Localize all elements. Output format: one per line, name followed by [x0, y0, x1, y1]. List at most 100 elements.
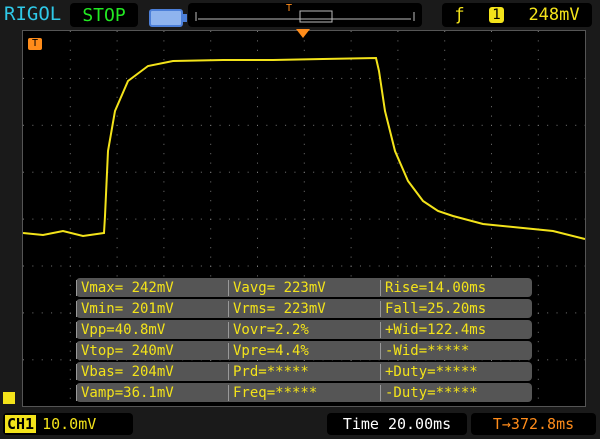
grid-dot	[285, 171, 287, 173]
grid-dot	[350, 209, 352, 211]
grid-dot	[210, 256, 212, 258]
grid-dot	[406, 171, 408, 173]
grid-dot	[200, 124, 202, 126]
grid-dot	[444, 59, 446, 61]
grid-dot	[154, 124, 156, 126]
measurement-table: Vmax= 242mV Vavg= 223mV Rise=14.00ms Vmin= …	[76, 278, 532, 404]
grid-dot	[444, 78, 446, 79]
grid-dot	[556, 124, 558, 126]
grid-dot	[210, 275, 212, 277]
grid-dot	[388, 171, 390, 173]
grid-dot	[313, 77, 315, 79]
grid-dot	[238, 77, 240, 79]
grid-dot	[491, 78, 492, 79]
grid-dot	[210, 237, 212, 239]
trigger-position-marker[interactable]	[296, 29, 310, 38]
grid-dot	[509, 171, 511, 173]
grid-dot	[556, 312, 558, 314]
grid-dot	[125, 218, 127, 220]
trigger-status[interactable]: ƒ 1 248mV	[442, 3, 592, 27]
grid-dot	[491, 134, 492, 136]
measurement-value: +Wid=122.4ms	[380, 321, 532, 338]
grid-dot	[303, 228, 305, 230]
grid-dot	[303, 125, 305, 126]
grid-dot	[294, 218, 296, 220]
grid-dot	[69, 40, 71, 42]
grid-dot	[537, 172, 539, 173]
grid-dot	[182, 265, 184, 267]
grid-dot	[537, 96, 539, 98]
grid-dot	[556, 218, 558, 220]
grid-dot	[491, 59, 492, 61]
grid-dot	[397, 115, 399, 117]
grid-dot	[397, 49, 399, 51]
grid-dot	[163, 162, 165, 164]
grid-dot	[294, 265, 296, 267]
trigger-offset[interactable]: T→ 372.8ms	[471, 413, 596, 435]
measurement-row: Vtop= 240mV Vpre=4.4% -Wid=*****	[76, 341, 532, 360]
grid-dot	[69, 96, 71, 98]
grid-dot	[369, 77, 371, 79]
grid-dot	[210, 49, 212, 51]
grid-dot	[444, 96, 446, 98]
run-state[interactable]: STOP	[70, 3, 138, 27]
grid-dot	[537, 312, 539, 314]
ch1-ground-marker[interactable]	[3, 392, 15, 404]
grid-dot	[163, 59, 165, 61]
grid-dot	[172, 124, 174, 126]
grid-dot	[556, 265, 558, 267]
grid-dot	[537, 313, 539, 314]
grid-dot	[397, 134, 399, 136]
grid-dot	[69, 331, 71, 333]
grid-dot	[210, 266, 212, 267]
grid-dot	[285, 265, 287, 267]
grid-dot	[238, 265, 240, 267]
grid-dot	[60, 265, 62, 267]
grid-dot	[107, 265, 109, 267]
trigger-level-marker[interactable]: T	[28, 38, 42, 50]
grid-dot	[303, 181, 305, 183]
grid-dot	[191, 171, 193, 173]
grid-dot	[303, 172, 305, 173]
grid-dot	[210, 190, 212, 192]
timebase[interactable]: Time 20.00ms	[327, 413, 467, 435]
grid-dot	[69, 153, 71, 155]
grid-dot	[41, 171, 43, 173]
grid-dot	[144, 124, 146, 126]
grid-dot	[247, 218, 249, 220]
grid-dot	[303, 143, 305, 145]
grid-dot	[257, 360, 258, 361]
grid-dot	[69, 360, 71, 361]
ch1-scale[interactable]: CH1 10.0mV	[3, 413, 133, 435]
grid-dot	[491, 49, 492, 51]
grid-dot	[257, 172, 258, 173]
grid-dot	[537, 266, 539, 267]
grid-dot	[378, 171, 380, 173]
grid-dot	[69, 397, 71, 399]
grid-dot	[462, 171, 464, 173]
grid-dot	[219, 124, 221, 126]
grid-dot	[257, 31, 258, 32]
grid-dot	[444, 219, 446, 220]
grid-dot	[32, 77, 34, 79]
grid-dot	[303, 237, 305, 239]
grid-dot	[116, 181, 118, 183]
grid-dot	[434, 218, 436, 220]
grid-dot	[32, 218, 34, 220]
grid-dot	[397, 78, 399, 79]
measurement-value: Vpp=40.8mV	[76, 321, 228, 338]
grid-dot	[537, 78, 539, 79]
grid-dot	[575, 124, 577, 126]
grid-dot	[397, 360, 399, 361]
grid-dot	[472, 77, 474, 79]
grid-dot	[116, 68, 118, 70]
grid-dot	[135, 265, 137, 267]
grid-dot	[303, 40, 305, 42]
grid-dot	[79, 124, 81, 126]
grid-dot	[500, 171, 502, 173]
grid-dot	[294, 171, 296, 173]
grid-dot	[60, 312, 62, 314]
grid-dot	[575, 265, 577, 267]
grid-dot	[537, 49, 539, 51]
grid-dot	[350, 190, 352, 192]
